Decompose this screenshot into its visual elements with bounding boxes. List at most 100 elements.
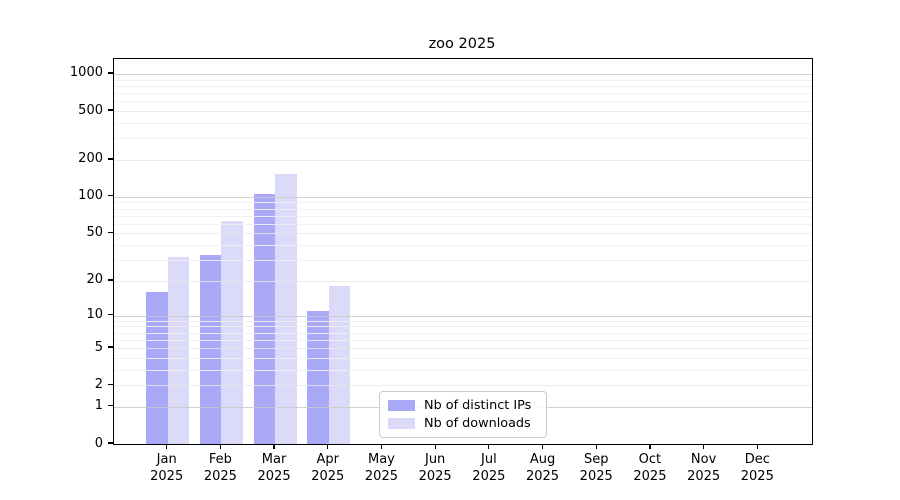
x-tick-month: Sep: [583, 452, 609, 467]
x-tick-month: Nov: [690, 452, 717, 467]
x-tick-year: 2025: [472, 469, 506, 484]
x-tick-mark: [273, 444, 275, 450]
gridline-major: [114, 385, 812, 387]
legend-swatch: [388, 400, 415, 411]
gridline-minor: [114, 326, 812, 328]
x-tick-month: Apr: [316, 452, 340, 467]
y-tick-label: 500: [78, 102, 103, 118]
gridline-minor: [114, 332, 812, 334]
x-tick-label: Sep 2025: [561, 451, 631, 485]
gridline-minor: [114, 122, 812, 124]
gridline-minor: [114, 245, 812, 247]
y-tick-label: 100: [78, 188, 103, 204]
y-tick-mark: [108, 72, 113, 74]
gridline-minor: [114, 260, 812, 262]
gridline-major: [114, 315, 812, 317]
x-tick-label: Feb 2025: [185, 451, 255, 485]
legend-item-downloads: Nb of downloads: [380, 416, 546, 431]
x-tick-mark: [488, 444, 490, 450]
x-tick-mark: [380, 444, 383, 450]
gridline-major: [114, 348, 812, 350]
x-tick-year: 2025: [311, 469, 345, 484]
y-tick-mark: [108, 313, 113, 316]
legend-item-distinct-ips: Nb of distinct IPs: [380, 398, 546, 413]
bar-distinct-ips: [199, 255, 222, 444]
y-tick-mark: [108, 231, 113, 233]
x-tick-mark: [434, 444, 436, 450]
grid-layer: [114, 59, 812, 444]
y-tick-mark: [108, 405, 113, 407]
legend-label: Nb of downloads: [424, 416, 531, 431]
gridline-minor: [114, 320, 812, 322]
gridline-minor: [114, 202, 812, 204]
gridline-major: [114, 111, 812, 113]
x-tick-label: Aug 2025: [508, 451, 578, 485]
x-tick-label: Dec 2025: [722, 451, 792, 485]
x-tick-month: Aug: [529, 452, 556, 467]
x-tick-mark: [595, 444, 597, 450]
x-tick-year: 2025: [418, 469, 452, 484]
legend-swatch: [388, 418, 415, 429]
y-tick-label: 1: [94, 398, 103, 414]
gridline-minor: [114, 208, 812, 210]
y-tick-label: 2: [94, 376, 103, 392]
gridline-major: [114, 196, 812, 198]
x-tick-year: 2025: [203, 469, 237, 484]
x-tick-mark: [166, 444, 168, 450]
y-tick-mark: [108, 383, 113, 385]
x-tick-month: May: [368, 452, 395, 467]
x-tick-mark: [756, 444, 758, 450]
x-tick-month: Jun: [424, 452, 446, 467]
x-tick-label: Jan 2025: [132, 451, 202, 485]
x-tick-month: Mar: [261, 452, 287, 467]
x-tick-month: Dec: [744, 452, 770, 467]
x-tick-month: Jul: [481, 452, 497, 467]
x-tick-mark: [327, 444, 329, 450]
x-tick-label: Jun 2025: [400, 451, 470, 485]
x-tick-year: 2025: [579, 469, 613, 484]
bar-downloads: [275, 173, 297, 444]
gridline-minor: [114, 101, 812, 103]
x-tick-year: 2025: [740, 469, 774, 484]
x-tick-label: Apr 2025: [293, 451, 363, 485]
gridline-minor: [114, 85, 812, 87]
bar-distinct-ips: [307, 310, 329, 444]
gridline-minor: [114, 357, 812, 359]
gridline-major: [114, 280, 812, 282]
bar-downloads: [328, 286, 351, 444]
y-tick-mark: [108, 346, 113, 348]
x-tick-year: 2025: [364, 469, 398, 484]
gridline-major: [114, 73, 812, 75]
bar-distinct-ips: [253, 194, 276, 444]
y-tick-label: 200: [78, 151, 103, 167]
x-tick-mark: [703, 444, 705, 450]
x-tick-mark: [541, 444, 544, 450]
y-tick-mark: [108, 109, 113, 111]
gridline-minor: [114, 215, 812, 217]
chart-title: zoo 2025: [428, 36, 496, 52]
x-tick-year: 2025: [525, 469, 560, 484]
gridline-minor: [114, 138, 812, 140]
x-tick-mark: [219, 444, 221, 450]
gridline-minor: [114, 223, 812, 225]
bar-downloads: [167, 256, 190, 444]
y-tick-mark: [108, 158, 113, 160]
x-tick-mark: [649, 444, 651, 450]
y-tick-label: 50: [86, 224, 103, 240]
gridline-minor: [114, 369, 812, 371]
x-tick-year: 2025: [257, 469, 291, 484]
x-tick-year: 2025: [687, 469, 721, 484]
plot-area: Nb of distinct IPs Nb of downloads: [113, 58, 813, 445]
y-tick-mark: [108, 195, 113, 197]
legend-label: Nb of distinct IPs: [424, 398, 532, 413]
x-tick-label: Jul 2025: [454, 451, 524, 485]
x-tick-year: 2025: [633, 469, 667, 484]
gridline-minor: [114, 93, 812, 95]
legend: Nb of distinct IPs Nb of downloads: [379, 391, 547, 438]
x-tick-label: Oct 2025: [615, 451, 685, 485]
x-tick-month: Oct: [638, 452, 662, 467]
gridline-major: [114, 233, 812, 235]
y-tick-mark: [108, 279, 113, 281]
x-tick-label: May 2025: [346, 451, 416, 485]
